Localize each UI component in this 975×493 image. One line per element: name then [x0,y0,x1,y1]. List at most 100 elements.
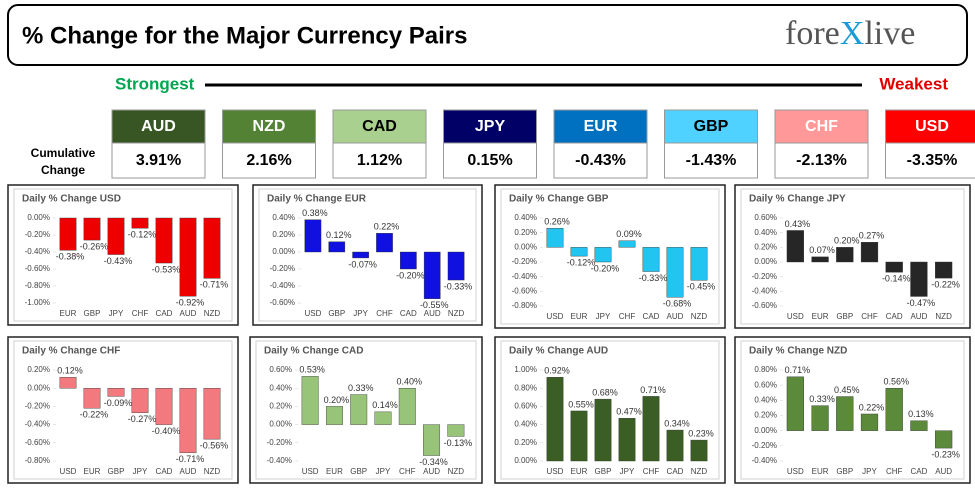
y-tick-label: 0.00% [269,420,292,429]
bar [886,388,903,430]
currency-code: CHF [805,118,838,135]
y-tick-label: 0.00% [272,247,295,256]
value-label: -0.34% [419,457,448,467]
x-tick-label: AUD [935,467,952,476]
y-tick-label: 0.00% [754,257,777,266]
x-tick-label: CHF [861,312,878,321]
change-value: 3.91% [136,152,181,169]
bar [836,397,853,431]
x-tick-label: CHF [619,312,636,321]
header-title: % Change for the Major Currency Pairs [22,22,467,49]
currency-code: EUR [584,118,618,135]
y-tick-label: -0.80% [512,301,537,310]
chart: Daily % Change GBP0.40%0.20%0.00%-0.20%-… [495,185,725,328]
chart-title: Daily % Change CAD [264,346,363,357]
y-tick-label: 0.00% [514,242,537,251]
y-tick-label: 0.40% [269,383,292,392]
bar [619,241,635,248]
value-label: -0.71% [176,454,205,464]
bar [448,252,464,280]
y-tick-label: -0.60% [25,438,50,447]
x-tick-label: GBP [836,467,853,476]
charts: Daily % Change USD 0.00% -0.20% -0.40% -0.60… [8,185,970,483]
y-tick-label: 0.60% [269,365,292,374]
x-tick-label: GBP [595,467,612,476]
x-tick-label: USD [304,309,321,318]
bar [60,218,76,250]
value-label: -0.22% [80,410,109,420]
y-tick-label: 0.20% [754,242,777,251]
bar [547,228,563,247]
value-label: -0.22% [931,280,960,290]
bar [326,406,343,424]
bar [329,242,345,252]
bar [353,252,369,258]
change-value: 0.15% [467,152,512,169]
x-tick-label: EUR [84,467,101,476]
bar [400,252,416,269]
chart: Daily % Change USD0.00%-0.20%-0.40%-0.60… [8,185,238,325]
x-tick-label: AUD [667,312,684,321]
value-label: -0.45% [687,282,716,292]
y-tick-label: 0.40% [514,213,537,222]
x-tick-label: EUR [326,467,343,476]
bar [156,388,172,424]
y-tick-label: 0.40% [514,420,537,429]
value-label: 0.14% [372,400,398,410]
chart-title: Daily % Change AUD [509,346,608,357]
value-label: 0.20% [324,395,350,405]
currency-code: CAD [362,118,397,135]
value-label: -0.40% [152,426,181,436]
y-tick-label: 0.40% [754,395,777,404]
x-tick-label: CAD [910,467,927,476]
x-tick-label: JPY [862,467,877,476]
value-label: -0.38% [56,252,85,262]
x-tick-label: JPY [353,309,368,318]
value-label: -0.26% [80,241,109,251]
y-tick-label: -1.00% [25,298,50,307]
y-tick-label: 1.00% [514,365,537,374]
brand-right: live [864,15,915,52]
value-label: -0.14% [882,274,911,284]
chart-title: Daily % Change CHF [22,346,120,357]
value-label: -0.68% [663,299,692,309]
change-value: 2.16% [246,152,291,169]
x-tick-label: NZD [691,312,708,321]
value-label: -0.20% [396,270,425,280]
y-tick-label: 0.20% [27,365,50,374]
currency-code: NZD [253,118,286,135]
y-tick-label: -0.40% [25,247,50,256]
x-tick-label: USD [547,467,564,476]
y-tick-label: -0.60% [752,301,777,310]
bar [302,376,319,424]
y-tick-label: 0.40% [754,228,777,237]
y-tick-label: -0.40% [267,456,292,465]
change-value: -0.43% [575,152,626,169]
x-tick-label: AUD [180,309,197,318]
value-label: 0.40% [397,377,423,387]
y-tick-label: -0.60% [512,286,537,295]
currency-code: JPY [475,118,506,135]
y-tick-label: 0.00% [27,213,50,222]
x-tick-label: GBP [108,467,125,476]
value-label: -0.07% [348,259,377,269]
x-tick-label: GBP [84,309,101,318]
bar [108,388,124,396]
bar [861,414,878,431]
x-tick-label: NZD [691,467,708,476]
change-value: 1.12% [357,152,402,169]
bar [204,218,220,278]
y-tick-label: -0.80% [25,456,50,465]
x-tick-label: EUR [812,467,829,476]
y-tick-label: -0.20% [25,402,50,411]
x-tick-label: EUR [60,309,77,318]
currency-code: AUD [141,118,176,135]
chart-title: Daily % Change USD [22,194,121,205]
y-tick-label: -0.80% [25,281,50,290]
y-tick-label: 0.60% [754,213,777,222]
y-tick-label: -0.20% [752,272,777,281]
chart: Daily % Change JPY0.60%0.40%0.20%0.00%-0… [735,185,970,328]
